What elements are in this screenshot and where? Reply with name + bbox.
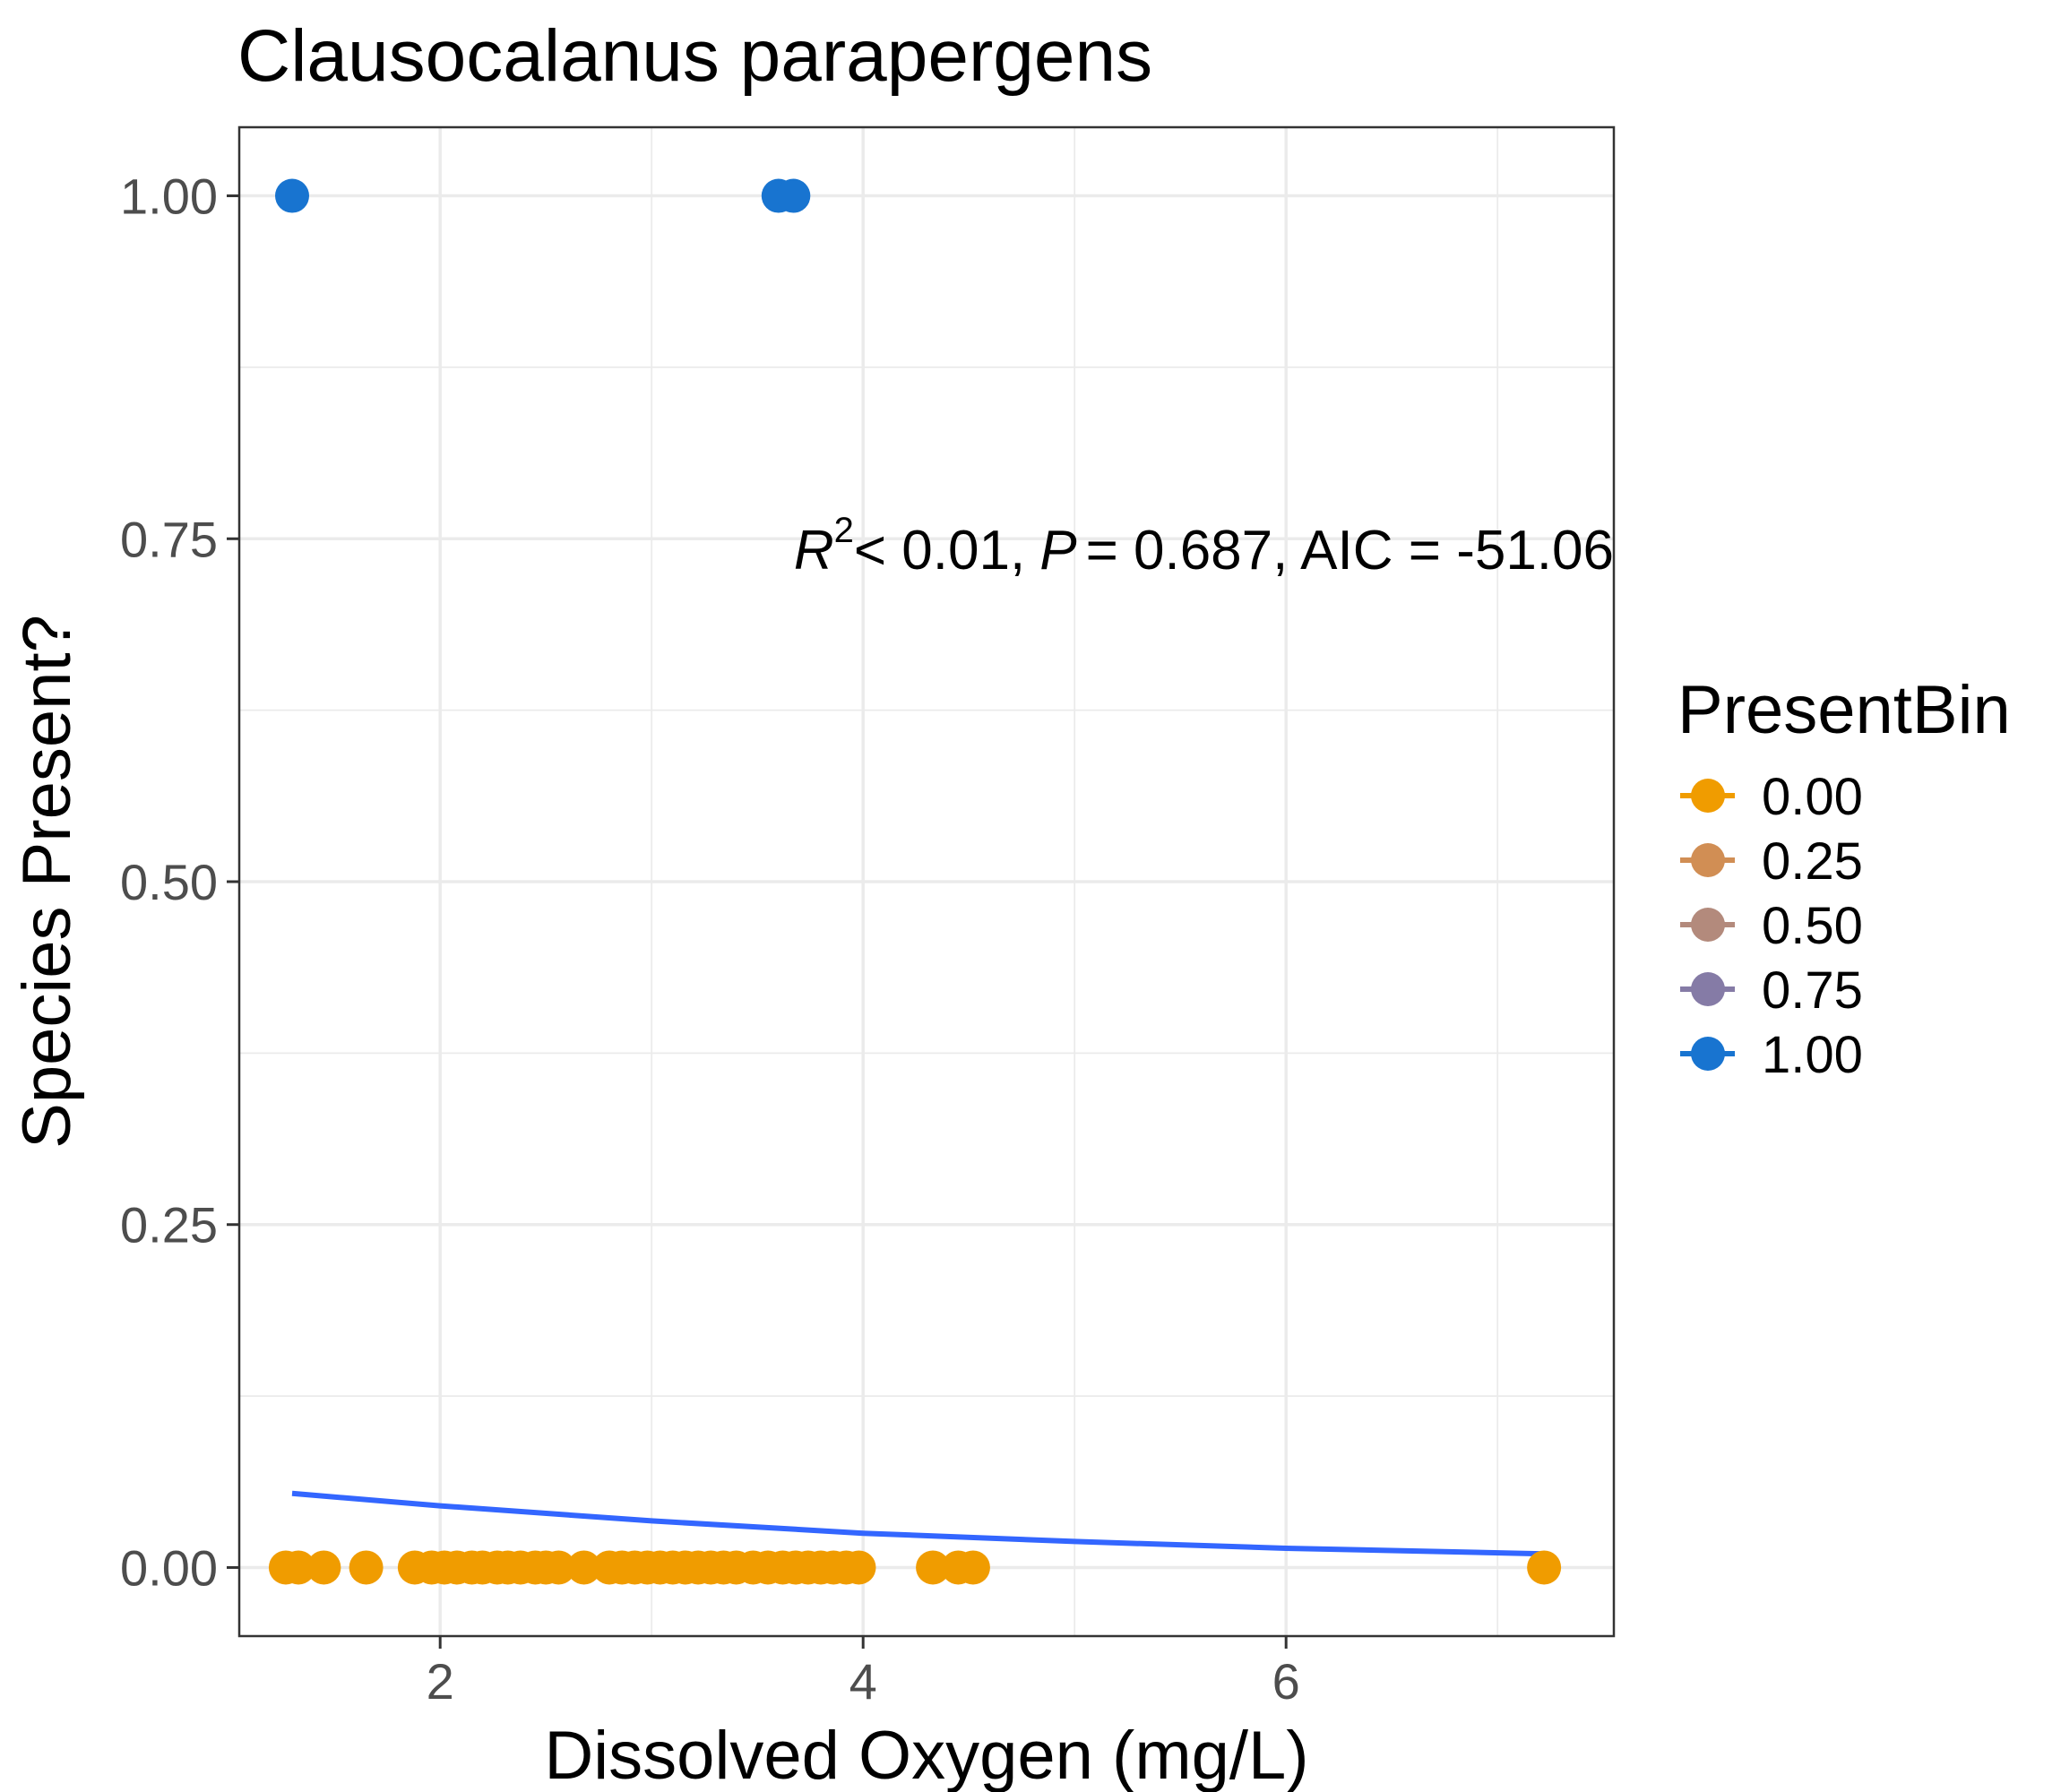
data-point (1527, 1550, 1562, 1585)
x-tick-label: 6 (1272, 1653, 1300, 1710)
data-point (916, 1550, 951, 1585)
fit-line (291, 1490, 1540, 1557)
points-layer (268, 178, 1562, 1585)
legend-entry: 0.00 (1680, 768, 1863, 826)
y-tick-label: 1.00 (120, 168, 218, 225)
y-tick-label: 0.50 (120, 854, 218, 910)
legend-key-point (1691, 908, 1725, 942)
x-tick-label: 2 (427, 1653, 454, 1710)
chart-title: Clausocalanus parapergens (237, 15, 1152, 97)
legend-entry: 0.75 (1680, 961, 1863, 1020)
legend-title: PresentBin (1677, 672, 2011, 748)
p-value-and-aic: = 0.687, AIC = -51.06 (1086, 520, 1614, 582)
legend-label: 0.00 (1762, 768, 1863, 826)
data-point (541, 1550, 576, 1585)
legend-label: 0.50 (1762, 897, 1863, 955)
x-tick-label: 4 (849, 1653, 877, 1710)
legend-entry: 0.25 (1680, 832, 1863, 891)
y-axis-title: Species Present? (9, 615, 85, 1149)
legend-key-point (1691, 779, 1725, 813)
x-axis-title: Dissolved Oxygen (mg/L) (544, 1718, 1308, 1792)
data-point (275, 178, 309, 213)
r2-superscript: 2 (834, 511, 854, 550)
data-point (306, 1550, 341, 1585)
legend-key-point (1691, 1037, 1725, 1071)
data-point (281, 1550, 316, 1585)
fit-line-layer (291, 1490, 1540, 1557)
data-point (566, 1550, 601, 1585)
legend-entry: 1.00 (1680, 1026, 1863, 1084)
legend-entries: 0.00 0.25 0.50 0.75 1.00 (1680, 768, 1863, 1084)
legend-label: 1.00 (1762, 1026, 1863, 1084)
legend-label: 0.75 (1762, 961, 1863, 1020)
legend-key-point (1691, 972, 1725, 1006)
legend-key-point (1691, 843, 1725, 877)
data-point (776, 178, 811, 213)
p-symbol: P (1039, 520, 1076, 582)
y-tick-label: 0.75 (120, 511, 218, 567)
r2-value: < 0.01, (854, 520, 1025, 582)
data-point (841, 1550, 876, 1585)
legend: PresentBin 0.00 0.25 0.50 0.75 1.00 (1677, 672, 2011, 1084)
data-point (955, 1550, 990, 1585)
y-axis: 0.00 0.25 0.50 0.75 1.00 (120, 168, 239, 1596)
legend-entry: 0.50 (1680, 897, 1863, 955)
r2-symbol: R (794, 520, 834, 582)
legend-label: 0.25 (1762, 832, 1863, 891)
y-tick-label: 0.25 (120, 1197, 218, 1254)
y-tick-label: 0.00 (120, 1539, 218, 1596)
x-axis: 2 4 6 (427, 1636, 1300, 1710)
data-point (349, 1550, 384, 1585)
plot-panel (237, 125, 1616, 1638)
fit-statistics-annotation: R2< 0.01, P = 0.687, AIC = -51.06 (794, 511, 1614, 582)
